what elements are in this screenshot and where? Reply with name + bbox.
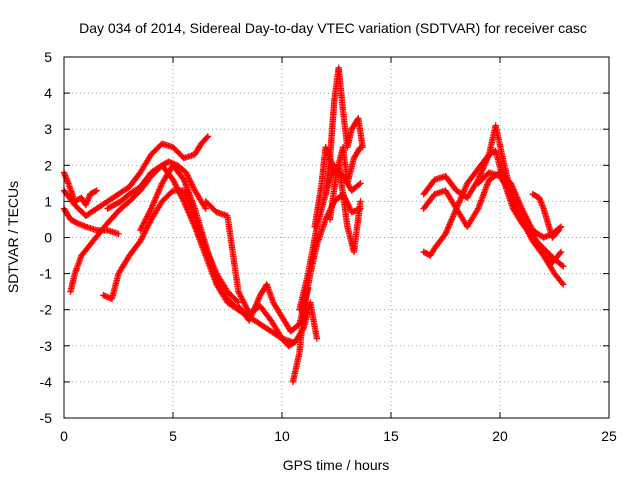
y-tick-label: -1 (40, 266, 53, 282)
y-tick-label: 4 (44, 85, 52, 101)
data-point-interp (554, 228, 561, 235)
y-tick-label: 1 (44, 193, 52, 209)
data-point-interp (558, 279, 566, 287)
series-track-14 (326, 144, 364, 223)
x-tick-label: 0 (60, 428, 68, 444)
data-point (204, 133, 212, 140)
series-track-4 (60, 133, 212, 220)
series-track-13 (322, 64, 366, 198)
x-axis-label: GPS time / hours (283, 457, 390, 473)
y-tick-label: 5 (44, 49, 52, 65)
y-tick-label: -4 (40, 374, 53, 390)
x-tick-label: 20 (492, 428, 508, 444)
data-point (560, 263, 567, 270)
data-point (313, 335, 321, 342)
y-tick-label: -3 (40, 338, 53, 354)
data-point-interp (356, 181, 363, 188)
series-track-1 (60, 169, 100, 209)
series-track-17 (420, 169, 565, 241)
data-point-interp (203, 134, 210, 141)
series-track-12 (311, 144, 364, 256)
data-point (555, 227, 563, 234)
data-point (93, 187, 100, 194)
y-tick-label: 2 (44, 157, 52, 173)
x-tick-label: 25 (601, 428, 617, 444)
y-axis-label: SDTVAR / TECUs (5, 181, 21, 293)
tick-layer: 0 5 10 15 20 25 -5 -4 -3 -2 -1 0 1 2 3 4 5 (40, 49, 617, 444)
data-point (357, 180, 364, 187)
y-tick-label: 0 (44, 230, 52, 246)
series-track-18 (475, 169, 565, 266)
data-point (357, 198, 364, 205)
y-tick-label: 3 (44, 121, 52, 137)
series-track-19 (529, 190, 563, 241)
x-tick-label: 10 (274, 428, 290, 444)
y-tick-label: -2 (40, 302, 53, 318)
x-tick-label: 15 (383, 428, 399, 444)
series-track-8 (202, 198, 321, 349)
data-point-interp (556, 250, 564, 257)
data-point-interp (558, 262, 566, 269)
chart-title: Day 034 of 2014, Sidereal Day-to-day VTE… (79, 20, 587, 36)
y-tick-label: -5 (40, 410, 53, 426)
data-point (557, 248, 565, 256)
data-points-layer (60, 64, 567, 386)
data-point (357, 144, 364, 151)
data-point (560, 281, 567, 288)
data-point-interp (233, 298, 241, 305)
data-point-interp (92, 188, 99, 195)
data-point (202, 205, 209, 212)
data-point-interp (356, 145, 363, 152)
series-track-7 (137, 162, 297, 346)
x-tick-label: 5 (169, 428, 177, 444)
data-point (115, 230, 122, 238)
series-track-2 (60, 205, 122, 238)
plot-frame (63, 56, 610, 419)
data-point (557, 223, 565, 230)
